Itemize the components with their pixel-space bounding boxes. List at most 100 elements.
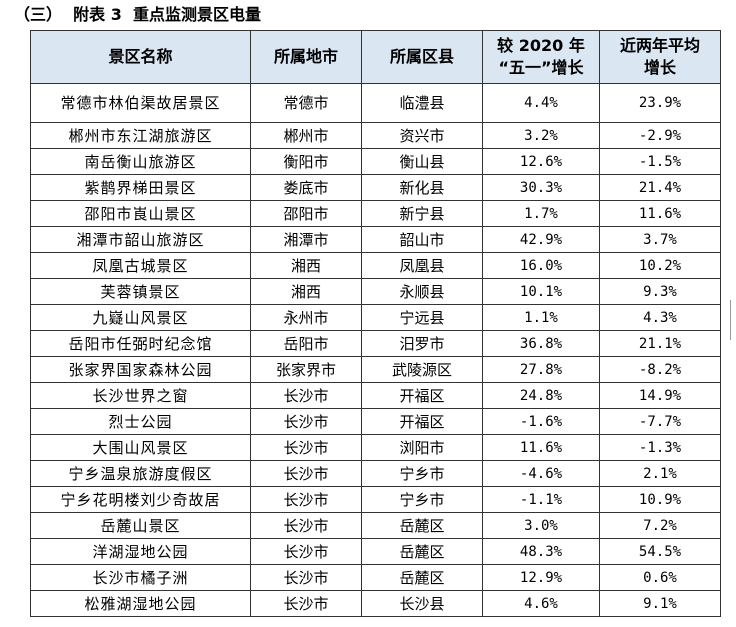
cell-city: 湘西	[250, 252, 362, 279]
cell-county: 永顺县	[361, 278, 483, 305]
cell-county: 开福区	[361, 382, 483, 409]
cell-two-year-avg-growth: 9.1%	[599, 590, 721, 617]
cell-two-year-avg-growth: 23.9%	[599, 83, 721, 123]
cell-two-year-avg-growth: 54.5%	[599, 538, 721, 565]
table-row: 松雅湖湿地公园 长沙市 长沙县 4.6% 9.1%	[30, 590, 721, 617]
cell-growth-vs-2020: -1.6%	[482, 408, 600, 435]
cell-scenic-name: 南岳衡山旅游区	[30, 148, 251, 175]
cell-county: 长沙县	[361, 590, 483, 617]
cell-growth-vs-2020: 12.6%	[482, 148, 600, 175]
cell-two-year-avg-growth: 9.3%	[599, 278, 721, 305]
table-row: 洋湖湿地公园 长沙市 岳麓区 48.3% 54.5%	[30, 538, 721, 565]
cell-growth-vs-2020: 1.7%	[482, 200, 600, 227]
cell-city: 永州市	[250, 304, 362, 331]
cell-city: 长沙市	[250, 538, 362, 565]
cell-two-year-avg-growth: 10.2%	[599, 252, 721, 279]
cell-growth-vs-2020: 27.8%	[482, 356, 600, 383]
cell-county: 资兴市	[361, 122, 483, 149]
cell-growth-vs-2020: 3.0%	[482, 512, 600, 539]
table-row: 长沙世界之窗 长沙市 开福区 24.8% 14.9%	[30, 382, 721, 409]
table-row: 张家界国家森林公园 张家界市 武陵源区 27.8% -8.2%	[30, 356, 721, 383]
cell-scenic-name: 紫鹊界梯田景区	[30, 174, 251, 201]
cell-city: 长沙市	[250, 382, 362, 409]
table-row: 九嶷山风景区 永州市 宁远县 1.1% 4.3%	[30, 304, 721, 331]
header-scenic-name: 景区名称	[30, 30, 251, 84]
table-caption: （三） 附表 3 重点监测景区电量	[14, 5, 261, 24]
cell-growth-vs-2020: 24.8%	[482, 382, 600, 409]
cell-two-year-avg-growth: 4.3%	[599, 304, 721, 331]
table-row: 长沙市橘子洲 长沙市 岳麓区 12.9% 0.6%	[30, 564, 721, 591]
cell-city: 郴州市	[250, 122, 362, 149]
cell-two-year-avg-growth: -2.9%	[599, 122, 721, 149]
cell-county: 宁乡市	[361, 486, 483, 513]
cell-growth-vs-2020: 16.0%	[482, 252, 600, 279]
table-row: 湘潭市韶山旅游区 湘潭市 韶山市 42.9% 3.7%	[30, 226, 721, 253]
cell-two-year-avg-growth: 10.9%	[599, 486, 721, 513]
cell-growth-vs-2020: 4.4%	[482, 83, 600, 123]
header-county: 所属区县	[361, 30, 483, 84]
cell-two-year-avg-growth: -1.3%	[599, 434, 721, 461]
page-edge-mark	[730, 300, 731, 340]
cell-county: 新化县	[361, 174, 483, 201]
header-two-year-avg-growth-line1: 近两年平均	[619, 36, 700, 55]
cell-two-year-avg-growth: 3.7%	[599, 226, 721, 253]
table-row: 南岳衡山旅游区 衡阳市 衡山县 12.6% -1.5%	[30, 148, 721, 175]
cell-two-year-avg-growth: 2.1%	[599, 460, 721, 487]
cell-scenic-name: 洋湖湿地公园	[30, 538, 251, 565]
cell-growth-vs-2020: 42.9%	[482, 226, 600, 253]
cell-city: 湘西	[250, 278, 362, 305]
cell-growth-vs-2020: -1.1%	[482, 486, 600, 513]
cell-county: 韶山市	[361, 226, 483, 253]
cell-scenic-name: 松雅湖湿地公园	[30, 590, 251, 617]
cell-scenic-name: 湘潭市韶山旅游区	[30, 226, 251, 253]
cell-county: 岳麓区	[361, 564, 483, 591]
cell-growth-vs-2020: 10.1%	[482, 278, 600, 305]
cell-scenic-name: 长沙世界之窗	[30, 382, 251, 409]
cell-city: 衡阳市	[250, 148, 362, 175]
cell-scenic-name: 烈士公园	[30, 408, 251, 435]
cell-growth-vs-2020: 48.3%	[482, 538, 600, 565]
cell-city: 常德市	[250, 83, 362, 123]
table-row: 常德市林伯渠故居景区 常德市 临澧县 4.4% 23.9%	[30, 83, 721, 123]
cell-scenic-name: 常德市林伯渠故居景区	[30, 83, 251, 123]
cell-city: 长沙市	[250, 460, 362, 487]
cell-county: 衡山县	[361, 148, 483, 175]
cell-growth-vs-2020: 3.2%	[482, 122, 600, 149]
cell-county: 岳麓区	[361, 538, 483, 565]
cell-scenic-name: 张家界国家森林公园	[30, 356, 251, 383]
cell-scenic-name: 岳阳市任弼时纪念馆	[30, 330, 251, 357]
cell-county: 武陵源区	[361, 356, 483, 383]
cell-county: 岳麓区	[361, 512, 483, 539]
table-row: 大围山风景区 长沙市 浏阳市 11.6% -1.3%	[30, 434, 721, 461]
cell-scenic-name: 郴州市东江湖旅游区	[30, 122, 251, 149]
cell-growth-vs-2020: 4.6%	[482, 590, 600, 617]
cell-scenic-name: 宁乡花明楼刘少奇故居	[30, 486, 251, 513]
cell-scenic-name: 大围山风景区	[30, 434, 251, 461]
table-row: 岳麓山景区 长沙市 岳麓区 3.0% 7.2%	[30, 512, 721, 539]
header-two-year-avg-growth: 近两年平均 增长	[599, 30, 721, 84]
cell-scenic-name: 九嶷山风景区	[30, 304, 251, 331]
cell-two-year-avg-growth: 14.9%	[599, 382, 721, 409]
cell-county: 汨罗市	[361, 330, 483, 357]
cell-city: 长沙市	[250, 434, 362, 461]
cell-county: 宁乡市	[361, 460, 483, 487]
cell-growth-vs-2020: -4.6%	[482, 460, 600, 487]
cell-two-year-avg-growth: 21.4%	[599, 174, 721, 201]
cell-city: 湘潭市	[250, 226, 362, 253]
cell-county: 凤凰县	[361, 252, 483, 279]
cell-two-year-avg-growth: 21.1%	[599, 330, 721, 357]
header-city: 所属地市	[250, 30, 362, 84]
cell-city: 娄底市	[250, 174, 362, 201]
table-header-row: 景区名称 所属地市 所属区县 较 2020 年 “五一”增长 近两年平均 增长	[30, 30, 721, 84]
cell-two-year-avg-growth: 7.2%	[599, 512, 721, 539]
cell-scenic-name: 芙蓉镇景区	[30, 278, 251, 305]
cell-city: 长沙市	[250, 408, 362, 435]
cell-two-year-avg-growth: -7.7%	[599, 408, 721, 435]
cell-city: 张家界市	[250, 356, 362, 383]
table-row: 宁乡花明楼刘少奇故居 长沙市 宁乡市 -1.1% 10.9%	[30, 486, 721, 513]
cell-county: 临澧县	[361, 83, 483, 123]
cell-scenic-name: 邵阳市崀山景区	[30, 200, 251, 227]
header-two-year-avg-growth-line2: 增长	[643, 58, 676, 77]
cell-two-year-avg-growth: -1.5%	[599, 148, 721, 175]
cell-two-year-avg-growth: -8.2%	[599, 356, 721, 383]
